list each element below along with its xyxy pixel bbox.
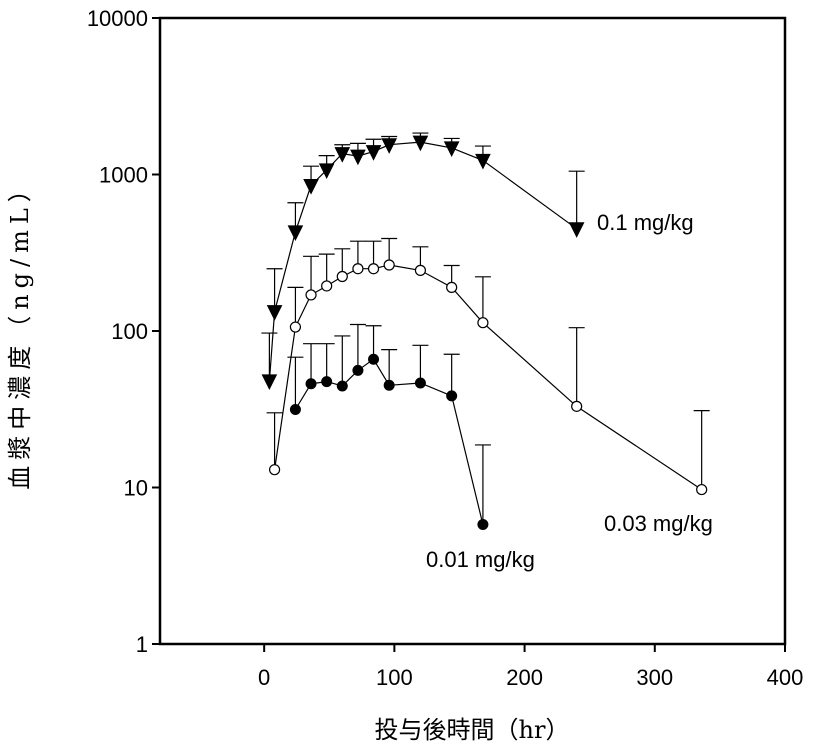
data-point	[365, 145, 382, 161]
y-tick-label: 100	[111, 319, 148, 344]
data-point	[568, 222, 585, 238]
series-line	[274, 264, 703, 491]
series-line	[294, 358, 484, 525]
data-point	[287, 225, 304, 241]
x-tick-label: 300	[636, 665, 673, 690]
data-point	[383, 259, 395, 271]
data-point	[321, 376, 333, 388]
data-point	[352, 263, 364, 275]
data-point	[414, 377, 426, 389]
series-0-1-mg-kg	[261, 132, 585, 391]
y-tick-label: 1000	[99, 163, 148, 188]
y-axis: 1 10 100 1000 10000	[87, 6, 160, 657]
x-tick-label: 200	[506, 665, 543, 690]
y-axis-title: 血漿中濃度（ng/mL）	[6, 172, 34, 490]
x-tick-label: 0	[258, 665, 270, 690]
data-point	[261, 374, 278, 391]
data-point	[368, 353, 380, 365]
data-point	[289, 321, 302, 333]
data-point	[350, 149, 366, 166]
data-point	[352, 364, 364, 376]
series-0-03-mg-kg	[266, 237, 710, 496]
series-layer	[261, 132, 710, 531]
data-point	[381, 138, 397, 154]
data-point	[477, 519, 489, 531]
data-point	[475, 153, 491, 170]
data-point	[446, 281, 458, 293]
data-point	[446, 390, 458, 402]
data-point	[318, 163, 335, 180]
data-point	[289, 404, 301, 416]
data-point	[321, 280, 333, 292]
data-point	[305, 378, 317, 390]
series-label-0-01-mg-kg: 0.01 mg/kg	[426, 547, 535, 572]
y-tick-label: 10000	[87, 6, 148, 31]
y-tick-label: 1	[136, 632, 148, 657]
data-point	[412, 135, 429, 152]
data-point	[266, 305, 283, 321]
x-tick-label: 400	[767, 665, 804, 690]
data-point	[334, 147, 351, 163]
data-point	[367, 263, 380, 275]
x-axis-title: 投与後時間（hr）	[375, 716, 570, 744]
data-point	[268, 464, 281, 476]
series-label-0-03-mg-kg: 0.03 mg/kg	[604, 511, 713, 536]
x-tick-label: 100	[376, 665, 413, 690]
data-point	[571, 400, 583, 412]
data-point	[305, 289, 317, 301]
data-point	[336, 270, 348, 283]
x-axis: 0 100 200 300 400	[258, 644, 803, 690]
data-point	[477, 317, 489, 329]
data-point	[336, 380, 348, 392]
series-label-0-1-mg-kg: 0.1 mg/kg	[597, 210, 694, 235]
data-point	[303, 179, 319, 195]
series-0-01-mg-kg	[287, 323, 491, 531]
data-point	[443, 141, 460, 157]
y-tick-label: 10	[124, 476, 148, 501]
data-point	[696, 483, 708, 496]
data-point	[414, 264, 427, 276]
data-point	[383, 379, 395, 391]
